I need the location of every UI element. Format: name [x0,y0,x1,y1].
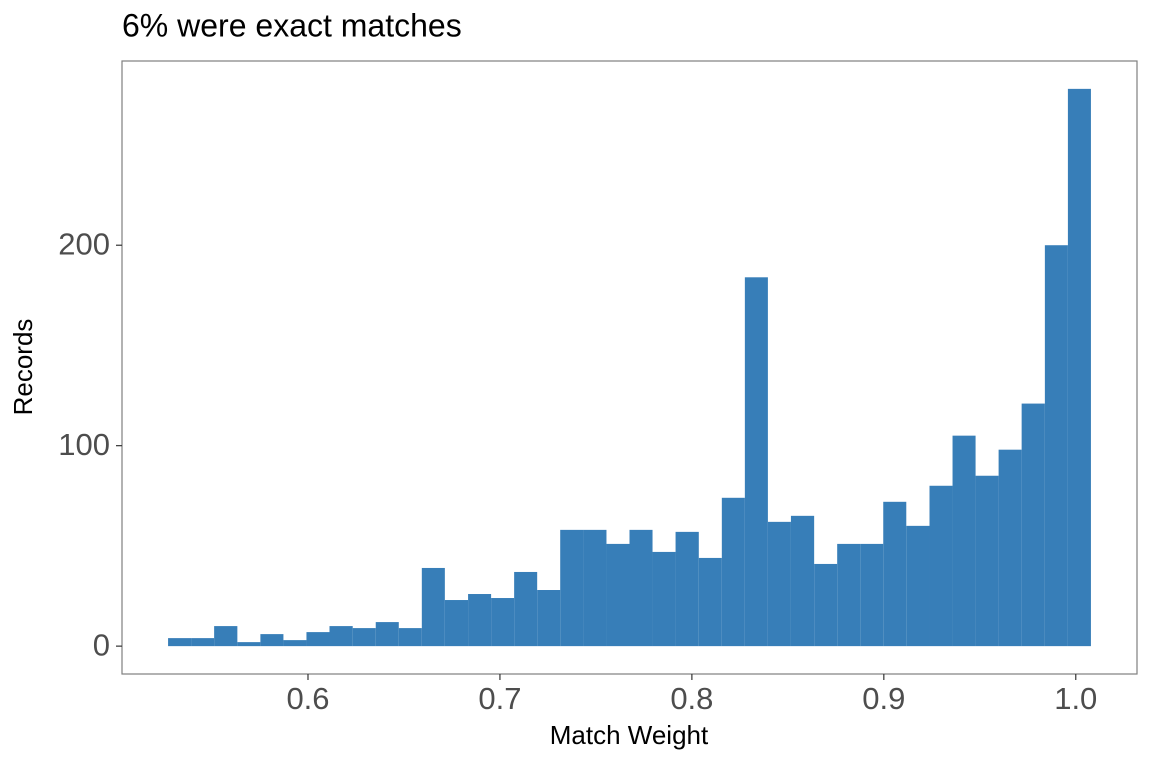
bar [560,529,584,647]
bar [629,529,653,647]
bar [767,521,791,647]
x-tick-label: 0.7 [478,681,521,716]
bar [652,551,676,647]
x-tick-label: 0.9 [862,681,905,716]
bar [975,475,999,647]
bar [214,626,238,647]
bar [398,628,422,647]
bar [306,632,330,647]
panel-border [121,60,1138,675]
x-tick-label: 0.8 [670,681,713,716]
chart-title: 6% were exact matches [122,7,462,43]
bar [606,543,630,647]
bar [790,515,815,647]
x-tick-label: 1.0 [1054,681,1097,716]
bar [1044,245,1068,647]
bar [260,634,284,647]
bar [860,543,884,647]
y-tick-label: 0 [93,627,110,662]
bar [352,628,376,647]
bar [468,594,492,647]
y-axis-title: Records [8,319,38,416]
bar [537,590,561,647]
bar [906,525,930,647]
bar [837,543,861,647]
bar [329,626,353,647]
bar [191,638,215,647]
y-tick-label: 200 [58,226,110,261]
bar [998,449,1022,647]
y-tick-label: 100 [58,427,110,462]
bar [744,277,768,647]
bar [168,638,192,647]
bar [929,485,953,647]
bar [1067,88,1091,647]
x-tick-label: 0.6 [286,681,329,716]
x-axis-title: Match Weight [550,720,709,750]
bar [237,642,261,647]
bar [675,531,699,647]
bar [952,435,976,647]
bar [375,622,399,647]
bar [421,567,445,647]
bar [883,501,907,647]
bar [814,563,838,647]
bar [1021,403,1045,647]
bar [491,598,515,647]
bar [583,529,607,647]
bar [283,640,307,647]
bar [721,497,745,647]
bar [698,557,722,647]
bar [444,600,469,647]
bar [514,571,538,647]
